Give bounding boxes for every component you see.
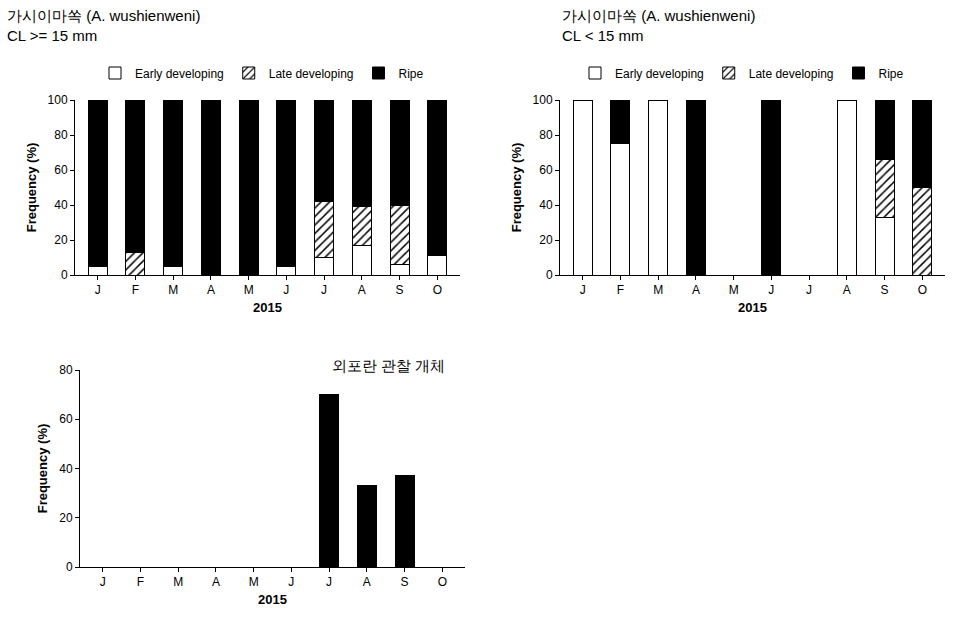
svg-text:Early developing: Early developing [615,67,704,81]
svg-text:0: 0 [546,268,553,282]
svg-text:Late developing: Late developing [749,67,834,81]
svg-text:M: M [653,283,663,297]
svg-text:Ripe: Ripe [878,67,903,81]
svg-text:Frequency (%): Frequency (%) [509,143,524,233]
svg-text:S: S [401,575,409,589]
svg-text:80: 80 [539,128,553,142]
svg-text:0: 0 [66,560,73,574]
svg-text:O: O [438,575,447,589]
svg-text:가시이마쏙 (A. wushienweni)CL >= 15: 가시이마쏙 (A. wushienweni)CL >= 15 mm [7,7,200,44]
svg-text:O: O [433,283,442,297]
svg-text:2015: 2015 [258,592,287,607]
svg-text:J: J [580,283,586,297]
svg-text:80: 80 [54,128,68,142]
svg-text:A: A [363,575,371,589]
svg-text:A: A [692,283,700,297]
svg-text:S: S [881,283,889,297]
svg-text:60: 60 [54,163,68,177]
svg-text:M: M [244,283,254,297]
svg-text:2015: 2015 [253,300,282,315]
svg-text:J: J [283,283,289,297]
svg-text:F: F [137,575,144,589]
svg-text:F: F [132,283,139,297]
svg-text:0: 0 [61,268,68,282]
svg-text:O: O [918,283,927,297]
svg-text:Early developing: Early developing [135,67,224,81]
svg-text:J: J [100,575,106,589]
svg-text:A: A [358,283,366,297]
svg-text:60: 60 [59,412,73,426]
svg-text:J: J [321,283,327,297]
svg-text:60: 60 [539,163,553,177]
svg-text:80: 80 [59,363,73,377]
svg-text:M: M [729,283,739,297]
svg-text:J: J [768,283,774,297]
svg-text:M: M [249,575,259,589]
svg-text:A: A [843,283,851,297]
svg-text:F: F [617,283,624,297]
svg-text:M: M [173,575,183,589]
svg-text:40: 40 [54,198,68,212]
svg-text:S: S [396,283,404,297]
svg-text:100: 100 [533,93,553,107]
svg-text:40: 40 [539,198,553,212]
svg-text:20: 20 [539,233,553,247]
svg-text:40: 40 [59,462,73,476]
svg-text:Late developing: Late developing [269,67,354,81]
svg-text:Ripe: Ripe [398,67,423,81]
svg-text:J: J [95,283,101,297]
svg-text:외포란 관찰 개체: 외포란 관찰 개체 [332,357,445,374]
svg-text:M: M [168,283,178,297]
svg-text:J: J [326,575,332,589]
svg-text:20: 20 [54,233,68,247]
svg-text:20: 20 [59,511,73,525]
svg-text:A: A [212,575,220,589]
svg-text:A: A [207,283,215,297]
svg-text:Frequency (%): Frequency (%) [24,143,39,233]
svg-text:J: J [806,283,812,297]
svg-text:가시이마쏙 (A. wushienweni)CL < 15: 가시이마쏙 (A. wushienweni)CL < 15 mm [562,7,755,44]
svg-text:2015: 2015 [738,300,767,315]
svg-text:J: J [288,575,294,589]
svg-text:100: 100 [48,93,68,107]
svg-text:Frequency (%): Frequency (%) [35,424,50,514]
